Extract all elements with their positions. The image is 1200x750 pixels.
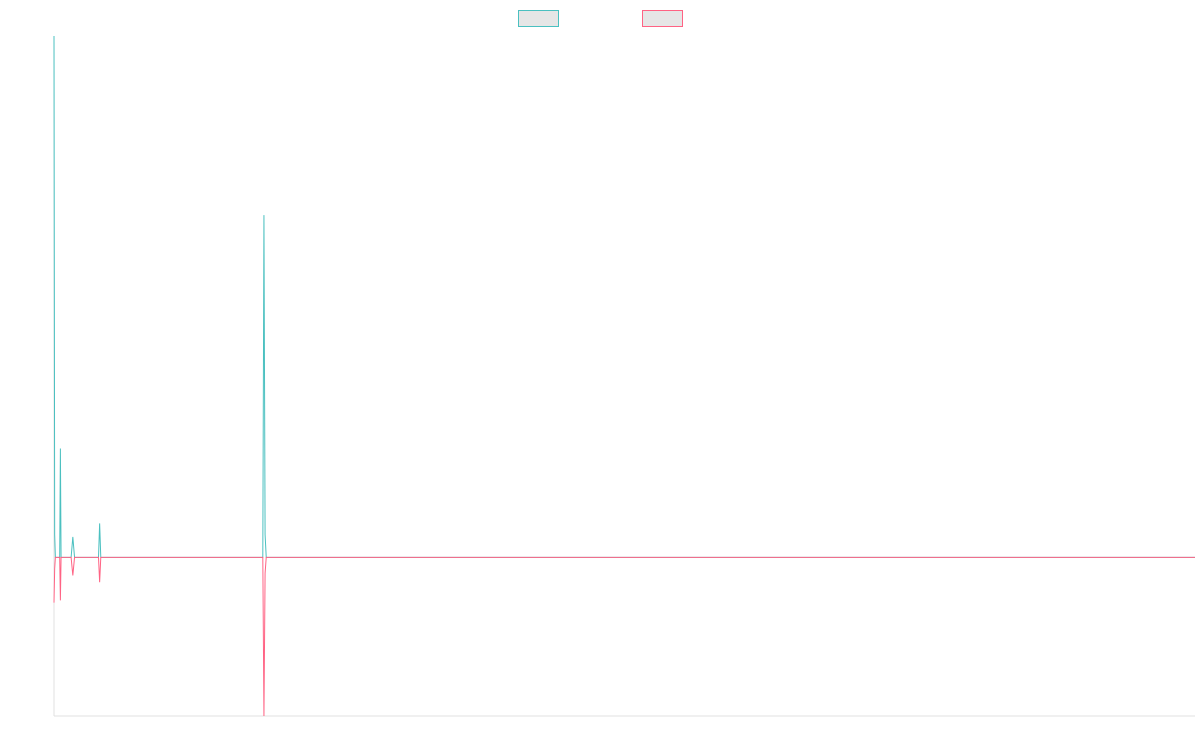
series-layer xyxy=(53,35,1195,717)
series-line-1 xyxy=(53,556,1195,717)
series-line-0 xyxy=(53,35,1195,558)
axes xyxy=(53,36,1195,717)
legend xyxy=(518,10,683,27)
legend-swatch-0[interactable] xyxy=(518,10,559,27)
legend-swatch-1[interactable] xyxy=(642,10,683,27)
